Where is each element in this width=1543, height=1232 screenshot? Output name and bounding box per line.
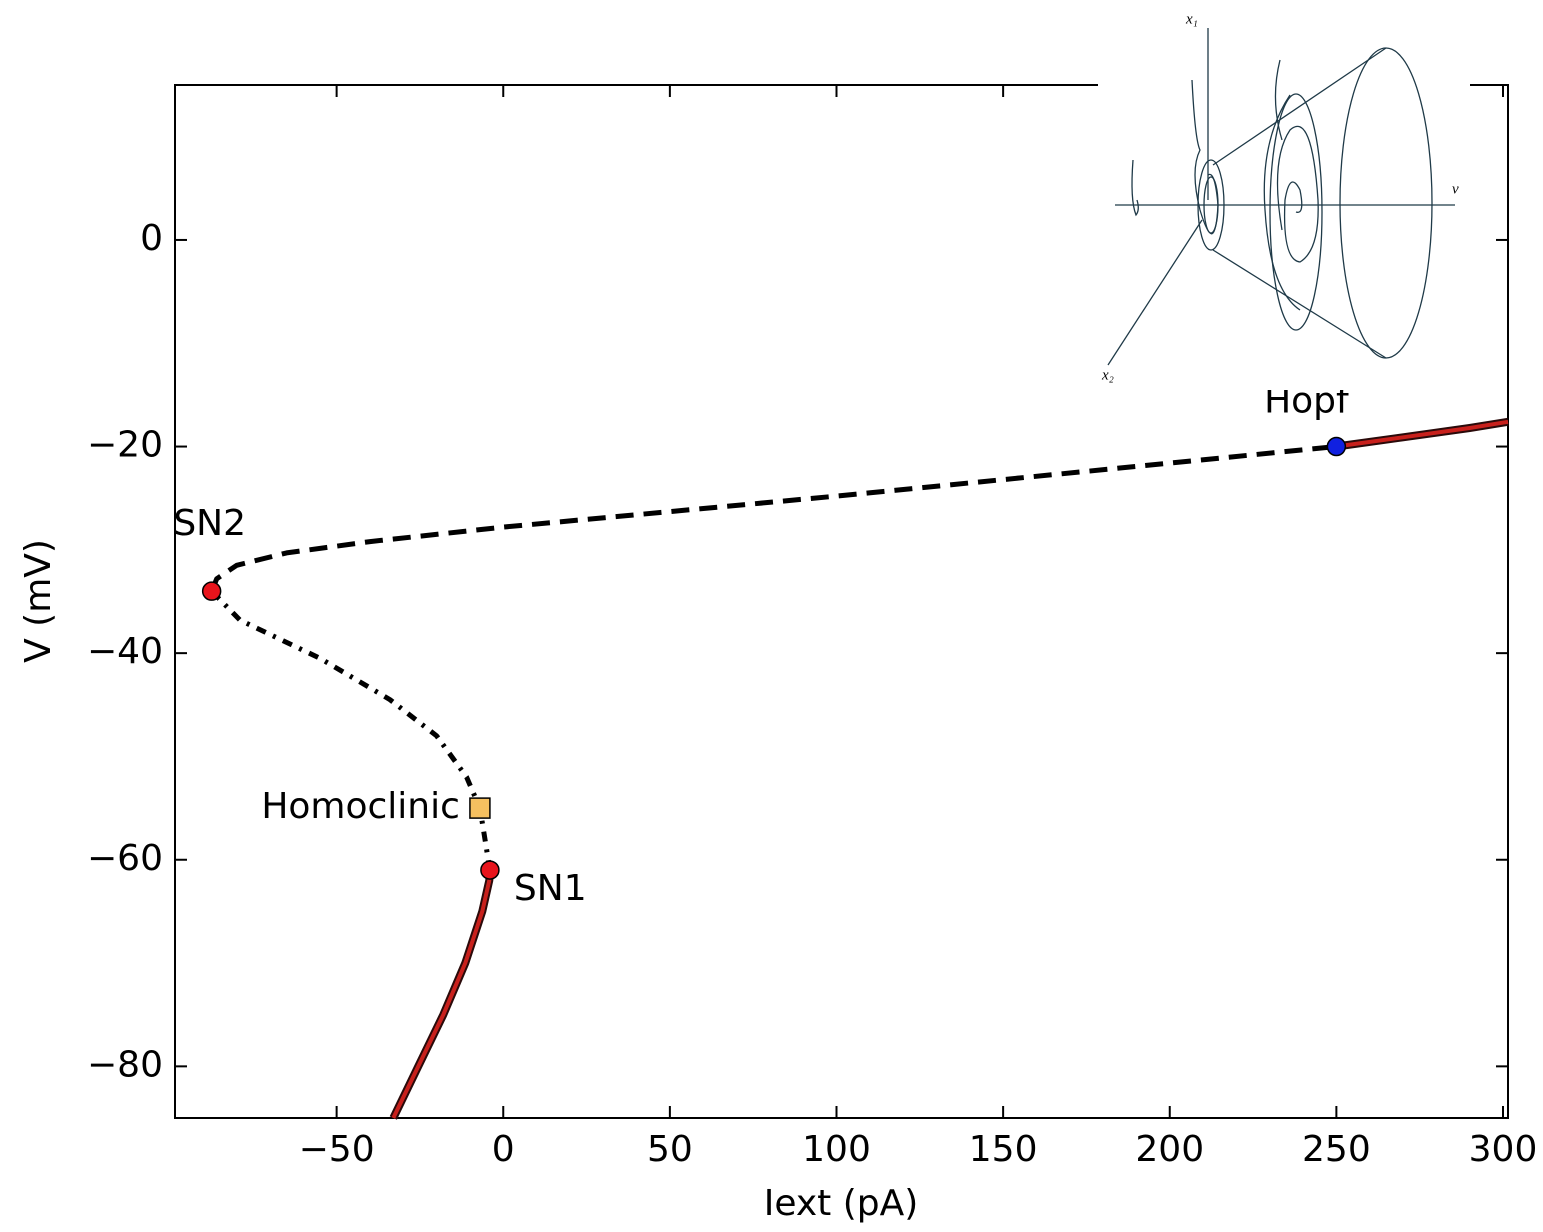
bifurcation-point — [1326, 436, 1347, 457]
y-tick-label: 0 — [140, 218, 163, 259]
x-tick-label: 200 — [1135, 1129, 1204, 1170]
unstable-branch — [209, 444, 1337, 593]
inset-background — [1098, 0, 1470, 390]
x-tick-label: 50 — [647, 1129, 693, 1170]
bifurcation-label: Homoclinic — [261, 786, 460, 827]
y-tick-label: −40 — [87, 631, 163, 672]
bifurcation-point — [469, 797, 491, 819]
plot-layer: −50 0 50 100 150 200 250 300 −80 −60 −40 −20 0 SN1 SN2… — [87, 85, 1537, 1170]
plot-frame — [174, 84, 1509, 1119]
y-tick-label: −80 — [87, 1044, 163, 1085]
bifurcation-point — [201, 581, 222, 601]
y-tick-label: −60 — [87, 838, 163, 879]
unstable-branch — [209, 589, 493, 871]
bifurcation-label: SN2 — [173, 503, 246, 544]
x-tick-label: 250 — [1302, 1129, 1371, 1170]
x-tick-label: 300 — [1469, 1129, 1538, 1170]
x-tick-label: −50 — [299, 1129, 375, 1170]
stable-branch — [391, 869, 492, 1119]
branch-outline — [389, 869, 494, 1120]
stable-branch — [1336, 419, 1509, 449]
y-tick-label: −20 — [87, 425, 163, 466]
inset-x1-label: x₁ — [1185, 11, 1198, 27]
bifurcation-point — [480, 860, 500, 880]
x-axis-label: Iext (pA) — [764, 1183, 919, 1224]
x-tick-label: 150 — [969, 1129, 1038, 1170]
inset-diagram: x₁ x₂ v — [1098, 0, 1470, 390]
y-axis-label: V (mV) — [18, 539, 59, 663]
inset-v-label: v — [1452, 181, 1459, 197]
inset-x2-label: x₂ — [1101, 367, 1114, 383]
x-tick-label: 100 — [802, 1129, 871, 1170]
x-tick-label: 0 — [492, 1129, 515, 1170]
inset-drawing — [1107, 28, 1455, 366]
bifurcation-label: SN1 — [514, 868, 587, 909]
